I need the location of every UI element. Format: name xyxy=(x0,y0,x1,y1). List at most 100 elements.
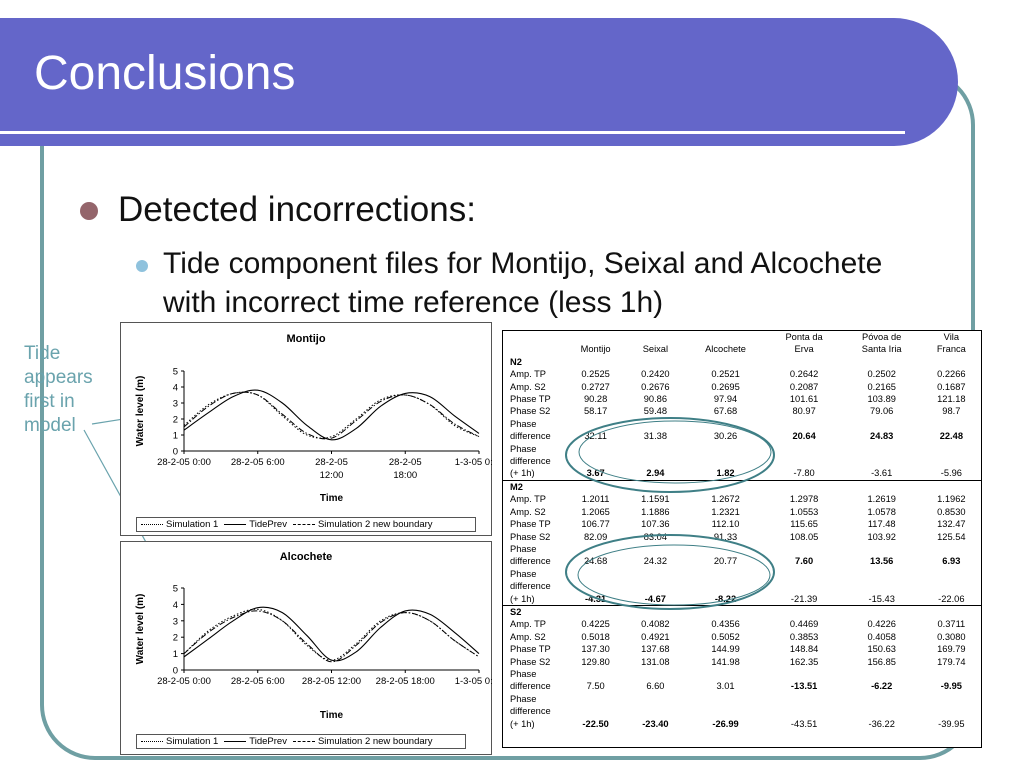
table-cell: 7.50 xyxy=(586,681,605,692)
table-cell: 121.18 xyxy=(937,394,966,405)
legend-item-tideprev: TidePrev xyxy=(224,736,287,747)
table-cell: 0.4469 xyxy=(789,619,819,630)
table-row: Phase TP 106.77 107.36 112.10 115.65 117.48 13… xyxy=(503,518,981,530)
table-cell: 0.4225 xyxy=(581,619,610,630)
legend-swatch-solid xyxy=(224,741,247,742)
table-cell: 107.36 xyxy=(641,519,670,530)
table-cell: -8.22 xyxy=(714,593,737,604)
table-cell: 6.93 xyxy=(942,556,961,567)
table-row-label: Phase TP xyxy=(510,394,551,405)
chart-title: Montijo xyxy=(286,333,326,345)
table-cell: 0.2266 xyxy=(937,369,966,380)
table-cell: -13.51 xyxy=(790,681,818,692)
title-underline xyxy=(0,131,905,134)
legend-label: TidePrev xyxy=(249,519,287,530)
table-cell: 162.35 xyxy=(789,656,819,667)
table-row: Amp. TP 0.2525 0.2420 0.2521 0.2642 0.2502 0.2… xyxy=(503,368,981,380)
table-cell: 1.2321 xyxy=(711,506,740,517)
x-tick-label: 28-2-05 18:00 xyxy=(376,676,435,687)
table-row-label: Phase S2 xyxy=(510,406,551,417)
table-cell: 150.63 xyxy=(867,644,896,655)
table-cell: -39.95 xyxy=(938,718,965,729)
y-axis-label: Water level (m) xyxy=(135,594,146,665)
x-tick-label: 28-2-05 0:00 xyxy=(157,457,211,468)
x-tick-label: 12:00 xyxy=(320,470,344,481)
table-cell: 1.1962 xyxy=(937,494,966,505)
legend-label: Simulation 1 xyxy=(166,736,219,747)
x-tick-label: 28-2-05 0:00 xyxy=(157,676,211,687)
table-cell: 90.28 xyxy=(583,394,608,405)
table-group-label: S2 xyxy=(503,604,981,619)
table-cell: 83.04 xyxy=(643,531,667,542)
table-row: Amp. S2 0.5018 0.4921 0.5052 0.3853 0.4058 0.3… xyxy=(503,631,981,643)
x-tick-label: 28-2-05 xyxy=(315,457,348,468)
tide-components-table-panel: Montijo Seixal Alcochete Ponta da Erva Póvoa… xyxy=(502,330,982,748)
table-cell: 1.2065 xyxy=(581,506,610,517)
table-cell: 1.1886 xyxy=(641,506,670,517)
table-cell: 2.94 xyxy=(646,468,665,479)
table-cell: -15.43 xyxy=(868,593,895,604)
table-cell: 0.2420 xyxy=(641,369,670,380)
table-group-row: N2 xyxy=(503,356,981,368)
table-cell: -22.06 xyxy=(938,593,965,604)
table-cell: 112.10 xyxy=(711,519,740,530)
table-cell: 3.67 xyxy=(586,468,605,479)
y-tick-label: 4 xyxy=(173,600,178,611)
table-cell: 0.2525 xyxy=(581,369,610,380)
legend-swatch-dashdot xyxy=(292,524,315,525)
bullet-level1: Detected incorrections: xyxy=(118,190,476,229)
slide-title: Conclusions xyxy=(34,47,296,100)
table-row-label: Amp. S2 xyxy=(510,381,546,392)
table-cell: 131.08 xyxy=(641,656,670,667)
x-axis-label: Time xyxy=(320,710,344,721)
legend-item-simulation-1: Simulation 1 xyxy=(141,519,218,530)
table-header-cell: Alcochete xyxy=(705,344,746,355)
alcochete-plot: 0 1 2 3 4 5 28-2-05 0:00 28-2-05 6:00 28-2-05 12… xyxy=(135,584,493,722)
table-row: Amp. TP 1.2011 1.1591 1.2672 1.2978 1.2619 1.1… xyxy=(503,493,981,505)
title-banner xyxy=(0,18,958,146)
table-cell: 91.33 xyxy=(713,531,738,542)
table-cell: 115.65 xyxy=(790,519,818,530)
table-cell: 97.94 xyxy=(713,394,738,405)
legend-item-simulation-1: Simulation 1 xyxy=(141,736,218,747)
table-cell: 125.54 xyxy=(937,531,966,542)
table-row-label: Phase S2 xyxy=(510,656,551,667)
y-axis-label: Water level (m) xyxy=(135,376,146,447)
series-line-tideprev xyxy=(183,606,480,662)
series-line-tideprev xyxy=(183,389,480,441)
table-row: Phase S2 82.09 83.04 91.33 108.05 103.92 125.5… xyxy=(503,531,981,543)
table-cell: 144.99 xyxy=(711,644,740,655)
table-cell: 67.68 xyxy=(713,406,738,417)
x-tick-label: 28-2-05 6:00 xyxy=(231,676,285,687)
table-row-label: Phase difference xyxy=(510,543,551,567)
table-cell: -36.22 xyxy=(868,718,895,729)
table-cell: 1.2011 xyxy=(581,494,610,505)
legend-item-simulation-2: Simulation 2 new boundary xyxy=(292,736,433,747)
y-tick-label: 2 xyxy=(173,415,178,426)
chart-legend: Simulation 1 TidePrev Simulation 2 new b… xyxy=(136,517,476,532)
table-cell: 0.2165 xyxy=(867,381,896,392)
table-row: Phase difference 7.50 6.60 3.01 -13.51 -6.22 -… xyxy=(503,668,981,693)
x-tick-label: 28-2-05 12:00 xyxy=(302,676,361,687)
legend-item-tideprev: TidePrev xyxy=(224,519,287,530)
table-cell: 137.30 xyxy=(581,644,610,655)
table-cell: 1.0553 xyxy=(789,506,819,517)
table-cell: 0.4082 xyxy=(641,619,670,630)
table-row-label: Phase TP xyxy=(510,644,551,655)
table-cell: 0.2676 xyxy=(641,381,670,392)
table-cell: 0.2087 xyxy=(789,381,819,392)
table-header-cell: Montijo xyxy=(580,344,611,355)
table-cell: 98.7 xyxy=(942,406,961,417)
table-cell: -4.31 xyxy=(585,593,607,604)
y-tick-label: 0 xyxy=(173,447,178,458)
table-cell: 0.5052 xyxy=(711,631,740,642)
y-tick-label: 5 xyxy=(173,584,178,595)
legend-swatch-dotted xyxy=(141,741,163,742)
table-cell: -4.67 xyxy=(644,593,666,604)
table-cell: 0.4921 xyxy=(641,631,670,642)
table-cell: 148.84 xyxy=(789,644,819,655)
table-cell: 1.82 xyxy=(716,468,735,479)
y-tick-label: 3 xyxy=(173,399,178,410)
bullet-dot-level2 xyxy=(136,260,148,272)
table-cell: 1.2619 xyxy=(867,494,896,505)
